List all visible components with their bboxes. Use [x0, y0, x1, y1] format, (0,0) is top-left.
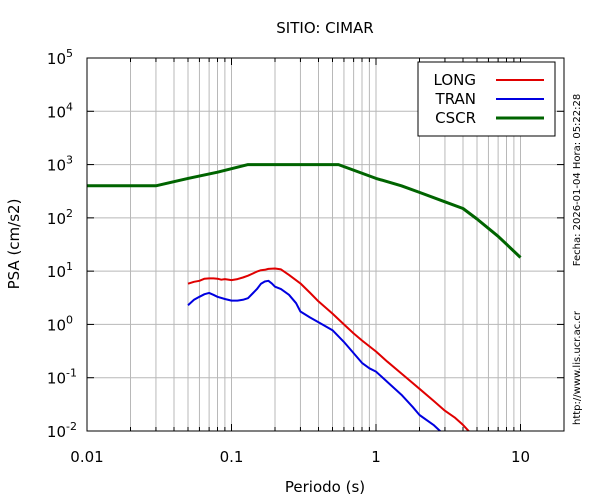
x-tick-label: 0.1 — [220, 448, 244, 466]
y-tick-label: 105 — [47, 47, 73, 68]
x-axis-label: Periodo (s) — [285, 478, 365, 496]
x-tick-label: 10 — [511, 448, 530, 466]
x-tick-label: 1 — [371, 448, 381, 466]
series-line-long — [187, 267, 471, 431]
y-tick-label: 10-1 — [47, 367, 77, 388]
url-annotation: http://www.lis.ucr.ac.cr — [572, 310, 583, 425]
timestamp-annotation: Fecha: 2026-01-04 Hora: 05:22:28 — [572, 94, 583, 267]
y-axis-label: PSA (cm/s2) — [5, 199, 23, 290]
x-tick-label: 0.01 — [70, 448, 103, 466]
plot-frame — [86, 57, 565, 432]
y-tick-label: 102 — [47, 207, 73, 228]
series-line-cscr — [87, 163, 522, 259]
chart-title: SITIO: CIMAR — [276, 19, 373, 37]
legend-label-cscr: CSCR — [435, 109, 476, 127]
legend-label-long: LONG — [434, 71, 476, 89]
legend-label-tran: TRAN — [435, 90, 476, 108]
y-tick-label: 104 — [47, 100, 73, 121]
y-tick-label: 100 — [47, 313, 73, 334]
grid — [86, 57, 565, 432]
y-tick-label: 10-2 — [47, 420, 77, 441]
ticks: 0.01 0.1 1 10 10-2 10-1 100 101 102 103 104 105 — [47, 47, 565, 466]
y-tick-label: 101 — [47, 260, 73, 281]
y-tick-label: 103 — [47, 154, 73, 175]
series-line-tran — [187, 279, 442, 431]
series-layer — [87, 163, 522, 431]
